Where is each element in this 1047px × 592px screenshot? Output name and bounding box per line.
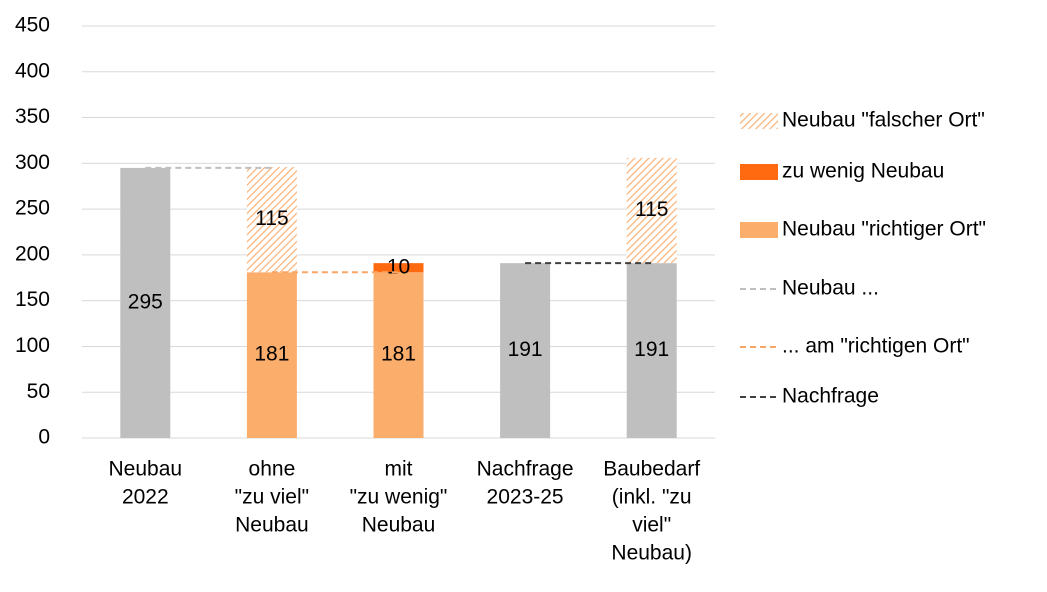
- bar: [120, 167, 171, 438]
- x-tick-label: Neubau: [109, 458, 183, 481]
- x-tick-label: Baubedarf: [603, 458, 700, 481]
- data-label: 10: [387, 255, 410, 278]
- y-tick-label: 150: [15, 288, 50, 311]
- y-tick-label: 250: [15, 197, 50, 220]
- x-tick-label: ohne: [249, 458, 296, 481]
- legend-label: zu wenig Neubau: [782, 160, 944, 183]
- data-label: 181: [254, 343, 289, 366]
- x-tick-label: 2023-25: [487, 486, 564, 509]
- bar: [246, 166, 297, 273]
- y-tick-label: 400: [15, 59, 50, 82]
- legend-label: ... am "richtigen Ort": [782, 335, 970, 358]
- data-label: 115: [255, 207, 288, 230]
- legend-label: Neubau ...: [782, 277, 879, 300]
- data-label: 191: [634, 338, 669, 361]
- x-tick-label: Neubau): [611, 542, 692, 565]
- legend-label: Neubau "falscher Ort": [782, 109, 985, 132]
- bar: [373, 263, 424, 273]
- x-tick-label: "zu wenig": [350, 486, 448, 509]
- legend-swatch: [740, 222, 778, 238]
- x-tick-label: 2022: [122, 486, 169, 509]
- y-tick-label: 50: [27, 380, 50, 403]
- x-tick-label: (inkl. "zu: [612, 486, 692, 509]
- y-tick-label: 350: [15, 105, 50, 128]
- y-tick-label: 300: [15, 151, 50, 174]
- y-tick-label: 200: [15, 242, 50, 265]
- y-tick-label: 0: [38, 426, 50, 449]
- data-label: 295: [128, 291, 163, 314]
- x-tick-label: "zu viel": [235, 486, 309, 509]
- y-tick-label: 100: [15, 334, 50, 357]
- bar: [626, 157, 677, 264]
- legend-swatch: [740, 113, 778, 129]
- y-tick-label: 450: [15, 14, 50, 37]
- bar: [500, 263, 551, 438]
- x-tick-label: viel": [632, 514, 671, 537]
- x-tick-label: Nachfrage: [477, 458, 574, 481]
- bar: [246, 272, 297, 438]
- x-tick-label: Neubau: [362, 514, 436, 537]
- data-label: 191: [508, 338, 543, 361]
- legend-swatch: [740, 164, 778, 180]
- bar: [626, 263, 677, 438]
- legend-label: Neubau "richtiger Ort": [782, 218, 986, 241]
- x-tick-label: Neubau: [235, 514, 309, 537]
- x-tick-label: mit: [385, 458, 413, 481]
- data-label: 115: [635, 198, 668, 221]
- bar: [373, 272, 424, 438]
- data-label: 181: [381, 343, 416, 366]
- legend-label: Nachfrage: [782, 385, 879, 408]
